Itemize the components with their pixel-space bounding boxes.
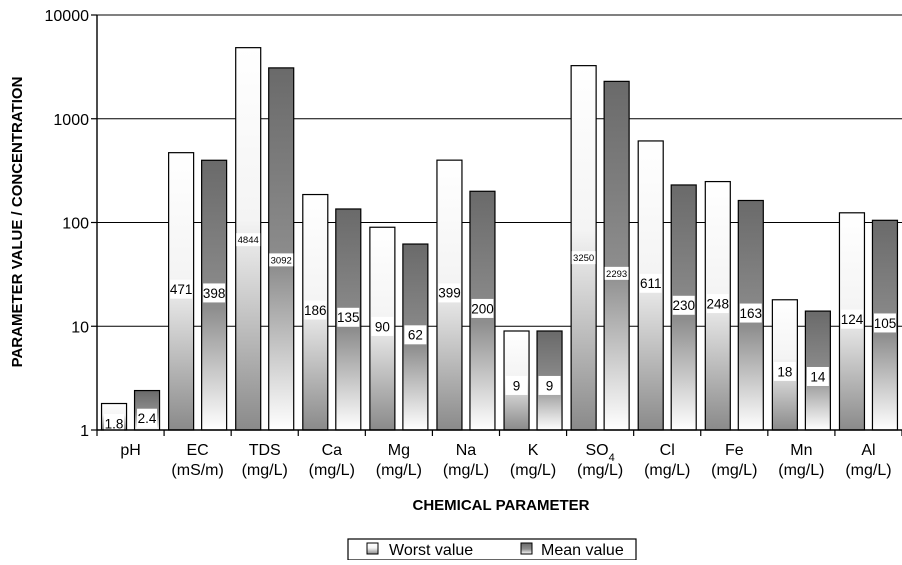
data-label-bg — [706, 294, 729, 314]
x-tick-unit: (mg/L) — [711, 462, 757, 479]
data-label-worst: 9 — [513, 378, 521, 393]
data-label-bg — [337, 307, 360, 327]
data-label-bg — [438, 283, 461, 303]
x-tick-label: TDS — [249, 442, 281, 459]
data-label-bg — [806, 366, 829, 386]
data-label-worst: 248 — [707, 296, 730, 311]
data-label-worst: 4844 — [238, 235, 259, 246]
data-label-bg — [773, 361, 796, 381]
data-label-worst: 186 — [304, 303, 327, 318]
y-axis-title: PARAMETER VALUE / CONCENTRATION — [9, 77, 26, 368]
y-tick-label: 1000 — [53, 112, 89, 129]
data-label-mean: 200 — [471, 301, 494, 316]
data-label-bg — [236, 233, 261, 247]
y-tick-labels: 1 10 100 1000 10000 — [45, 8, 90, 440]
data-label-bg — [170, 279, 193, 299]
data-label-worst: 471 — [170, 282, 193, 297]
gridlines — [97, 14, 902, 327]
y-tick-label: 1 — [80, 423, 89, 440]
data-label-bg — [471, 298, 494, 318]
legend-label-worst: Worst value — [389, 542, 473, 559]
data-labels: 1.8 2.4 471 398 4844 3092 186 135 90 62 399 200 9 9 32… — [104, 233, 896, 433]
data-label-bg — [137, 408, 158, 428]
data-label-worst: 3250 — [573, 253, 594, 264]
x-tick-unit: (mg/L) — [309, 462, 355, 479]
data-label-bg — [840, 309, 863, 329]
x-tick-unit: (mg/L) — [644, 462, 690, 479]
data-label-mean: 9 — [546, 378, 554, 393]
x-tick-labels: pH EC (mS/m) TDS (mg/L) Ca (mg/L) Mg (mg/L) Na (mg… — [120, 442, 891, 479]
x-tick-label: Cl — [660, 442, 675, 459]
x-tick-label: EC — [187, 442, 209, 459]
data-label-mean: 14 — [810, 369, 826, 384]
data-label-mean: 2.4 — [138, 411, 157, 426]
data-label-mean: 105 — [874, 316, 897, 331]
x-tick-label: Na — [456, 442, 477, 459]
x-tick-label: Fe — [725, 442, 744, 459]
y-tick-label: 100 — [62, 216, 89, 233]
data-label-bg — [505, 375, 528, 395]
data-label-bg — [104, 413, 125, 433]
x-tick-unit: (mg/L) — [443, 462, 489, 479]
x-tick-unit: (mg/L) — [778, 462, 824, 479]
data-label-mean: 135 — [337, 310, 360, 325]
bar-mean-so — [603, 80, 630, 431]
data-label-bg — [873, 313, 896, 333]
data-label-mean: 62 — [408, 328, 423, 343]
x-tick-label: Al — [861, 442, 875, 459]
x-tick-label: Mn — [790, 442, 812, 459]
data-label-bg — [739, 303, 762, 323]
x-tick-label: pH — [120, 442, 140, 459]
x-tick-unit: (mg/L) — [510, 462, 556, 479]
x-tick-unit: (mg/L) — [845, 462, 891, 479]
data-label-worst: 124 — [841, 312, 864, 327]
data-label-mean: 163 — [740, 306, 763, 321]
x-tick-unit: (mg/L) — [376, 462, 422, 479]
legend-swatch-mean — [520, 542, 533, 555]
x-tick-label: SO4 — [586, 442, 615, 464]
data-label-worst: 90 — [375, 319, 390, 334]
y-tick-label: 10000 — [45, 8, 90, 25]
data-label-bg — [371, 316, 394, 336]
data-label-bg — [404, 325, 427, 345]
data-label-bg — [538, 375, 561, 395]
data-label-mean: 2293 — [606, 269, 627, 280]
x-tick-unit: (mg/L) — [577, 462, 623, 479]
data-label-worst: 18 — [777, 364, 792, 379]
x-tick-unit: (mg/L) — [242, 462, 288, 479]
data-label-bg — [203, 283, 226, 303]
data-label-bg — [304, 300, 327, 320]
data-label-mean: 398 — [203, 286, 226, 301]
data-label-worst: 611 — [640, 276, 662, 291]
x-tick-unit: (mS/m) — [171, 462, 223, 479]
data-label-bg — [571, 251, 596, 265]
y-tick-label: 10 — [71, 319, 89, 336]
data-label-bg — [639, 273, 662, 293]
x-tick-label: K — [528, 442, 539, 459]
data-label-bg — [672, 295, 695, 315]
data-label-mean: 3092 — [271, 255, 292, 266]
axes — [91, 14, 902, 436]
x-tick-label: Ca — [322, 442, 343, 459]
legend: Worst value Mean value — [347, 538, 637, 561]
legend-label-mean: Mean value — [541, 542, 624, 559]
data-label-mean: 230 — [672, 298, 695, 313]
x-tick-subscript: 4 — [609, 452, 615, 464]
data-label-worst: 1.8 — [105, 416, 124, 431]
bar-mean-tds — [268, 67, 295, 431]
data-label-bg — [269, 253, 294, 267]
x-axis-title: CHEMICAL PARAMETER — [413, 497, 590, 514]
legend-swatch-worst — [366, 542, 379, 555]
data-label-bg — [604, 266, 629, 280]
x-tick-label: Mg — [388, 442, 410, 459]
data-label-worst: 399 — [438, 286, 461, 301]
bar-worst-so — [570, 65, 597, 431]
